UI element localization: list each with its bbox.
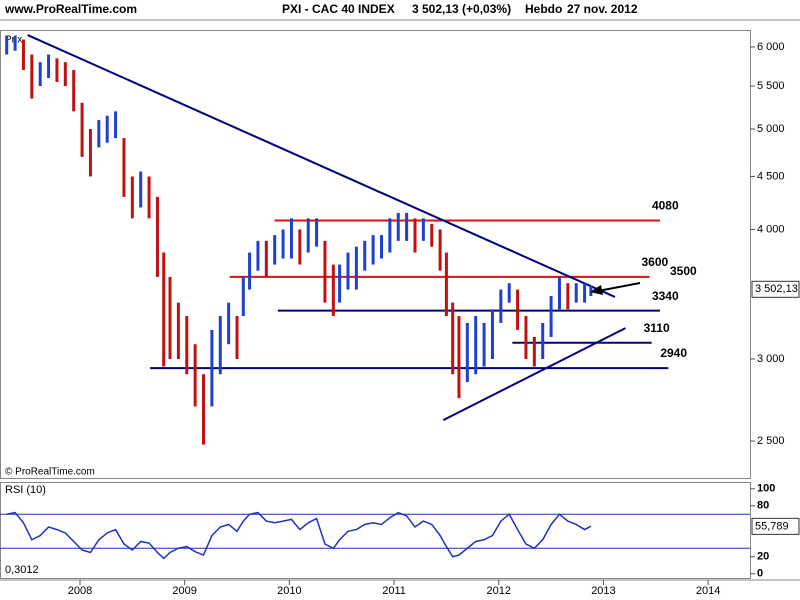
rsi-tick-label: 20 <box>757 551 769 563</box>
y-tick-label: 4 500 <box>757 170 785 182</box>
y-tick-label: 3 000 <box>757 353 785 365</box>
x-tick-label: 2013 <box>591 585 615 597</box>
x-tick-label: 2011 <box>382 585 406 597</box>
rsi-title: RSI (10) <box>5 484 46 496</box>
rsi-tick-label: 80 <box>757 500 769 512</box>
rsi-last-box <box>751 517 800 535</box>
x-tick-label: 2012 <box>487 585 511 597</box>
rsi-tick-label: 0 <box>757 568 763 580</box>
trendline <box>442 327 626 422</box>
arrow <box>597 282 641 292</box>
x-tick-label: 2008 <box>68 585 92 597</box>
level-label: 3600 <box>641 255 668 269</box>
watermark: © ProRealTime.com <box>5 467 95 478</box>
y-tick-label: 5 000 <box>757 123 785 135</box>
level-label: 2940 <box>660 346 687 360</box>
x-tick-label: 2014 <box>696 585 720 597</box>
last-price-box <box>751 280 800 298</box>
y-tick-label: 6 000 <box>757 41 785 53</box>
last-price-label: 3 502,13 <box>755 283 798 295</box>
y-tick-label: 5 500 <box>757 80 785 92</box>
rsi-line <box>6 511 592 560</box>
price-panel <box>0 30 751 479</box>
site: www.ProRealTime.com <box>4 2 137 16</box>
x-tick-label: 2010 <box>277 585 301 597</box>
rsi-corner-value: 0,3012 <box>5 564 39 576</box>
arrow-head <box>590 285 603 295</box>
y-tick-label: 4 000 <box>757 223 785 235</box>
level-label: 3340 <box>652 289 679 303</box>
y-tick-label: 2 500 <box>757 435 785 447</box>
trendline <box>27 34 616 298</box>
level-label: 3110 <box>644 321 670 335</box>
rsi-panel <box>0 482 751 579</box>
rsi-tick-label: 100 <box>757 483 775 495</box>
level-label: 4080 <box>652 199 679 213</box>
rsi-last-label: 55,789 <box>755 520 789 532</box>
period: Hebdo <box>525 2 562 16</box>
arrow-label: 3500 <box>670 264 697 278</box>
quote: 3 502,13 (+0,03%) <box>412 2 511 16</box>
instrument: PXI - CAC 40 INDEX <box>282 2 395 16</box>
x-tick-label: 2009 <box>172 585 196 597</box>
date: 27 nov. 2012 <box>567 2 638 16</box>
